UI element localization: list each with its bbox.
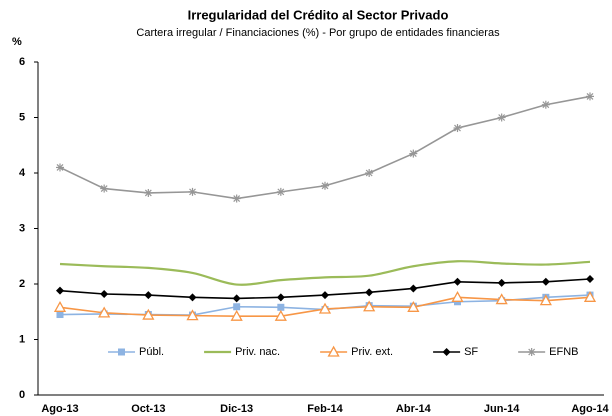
y-tick-label: 3 <box>19 222 25 234</box>
marker <box>327 345 340 357</box>
marker <box>56 163 64 172</box>
legend-item: Priv. ext. <box>320 345 393 358</box>
marker <box>277 303 285 311</box>
marker <box>497 113 506 122</box>
marker <box>321 181 329 190</box>
legend-item: Priv. nac. <box>204 346 280 358</box>
marker <box>186 309 199 321</box>
y-axis-label: % <box>12 36 22 48</box>
marker <box>539 294 552 306</box>
marker <box>409 149 418 158</box>
marker <box>586 92 594 101</box>
x-tick-label: Feb-14 <box>307 403 343 415</box>
legend-label: Públ. <box>139 346 164 358</box>
marker <box>144 188 153 197</box>
legend-label: Priv. nac. <box>235 346 280 358</box>
marker <box>188 187 197 196</box>
legend-label: SF <box>464 346 478 358</box>
marker <box>586 275 594 284</box>
marker <box>321 291 329 300</box>
marker <box>365 169 374 177</box>
legend-item: SF <box>433 346 478 358</box>
marker <box>144 291 153 300</box>
x-tick-label: Oct-13 <box>131 403 165 415</box>
legend-item: EFNB <box>518 346 579 358</box>
x-tick-label: Dic-13 <box>220 403 253 415</box>
marker <box>276 293 285 302</box>
x-tick-label: Jun-14 <box>484 403 520 415</box>
y-tick-label: 4 <box>19 167 26 179</box>
marker <box>276 187 285 196</box>
marker <box>98 306 111 318</box>
marker <box>232 294 241 303</box>
marker <box>583 290 597 302</box>
legend-label: EFNB <box>549 346 578 358</box>
marker <box>497 278 506 287</box>
marker <box>495 293 508 305</box>
marker <box>142 308 155 320</box>
marker <box>365 288 374 297</box>
marker <box>188 293 197 302</box>
marker <box>453 277 462 286</box>
marker <box>100 184 109 193</box>
marker <box>453 124 462 133</box>
chart-subtitle: Cartera irregular / Financiaciones (%) -… <box>136 27 500 39</box>
marker <box>442 348 451 356</box>
marker <box>409 284 418 293</box>
marker <box>407 300 420 312</box>
marker <box>233 303 241 311</box>
marker <box>318 302 332 314</box>
marker <box>527 348 536 356</box>
marker <box>363 300 376 312</box>
x-tick-label: Ago-14 <box>571 403 609 415</box>
y-tick-label: 1 <box>19 333 25 345</box>
marker <box>53 300 67 312</box>
legend-item: Públ. <box>108 346 164 358</box>
y-tick-label: 6 <box>19 56 25 68</box>
marker <box>56 286 64 295</box>
marker <box>100 289 109 298</box>
x-tick-label: Ago-13 <box>41 403 78 415</box>
marker <box>274 309 287 321</box>
marker <box>56 311 64 319</box>
series-line <box>59 260 591 286</box>
marker <box>541 100 550 109</box>
marker <box>230 309 243 321</box>
legend-label: Priv. ext. <box>351 346 393 358</box>
y-tick-label: 0 <box>19 389 25 401</box>
y-tick-label: 5 <box>19 111 25 123</box>
chart-title: Irregularidad del Crédito al Sector Priv… <box>188 7 449 22</box>
y-tick-label: 2 <box>19 278 25 290</box>
x-tick-label: Abr-14 <box>396 403 432 415</box>
marker <box>118 348 125 356</box>
marker <box>451 290 464 302</box>
marker <box>232 194 241 203</box>
marker <box>541 277 550 286</box>
